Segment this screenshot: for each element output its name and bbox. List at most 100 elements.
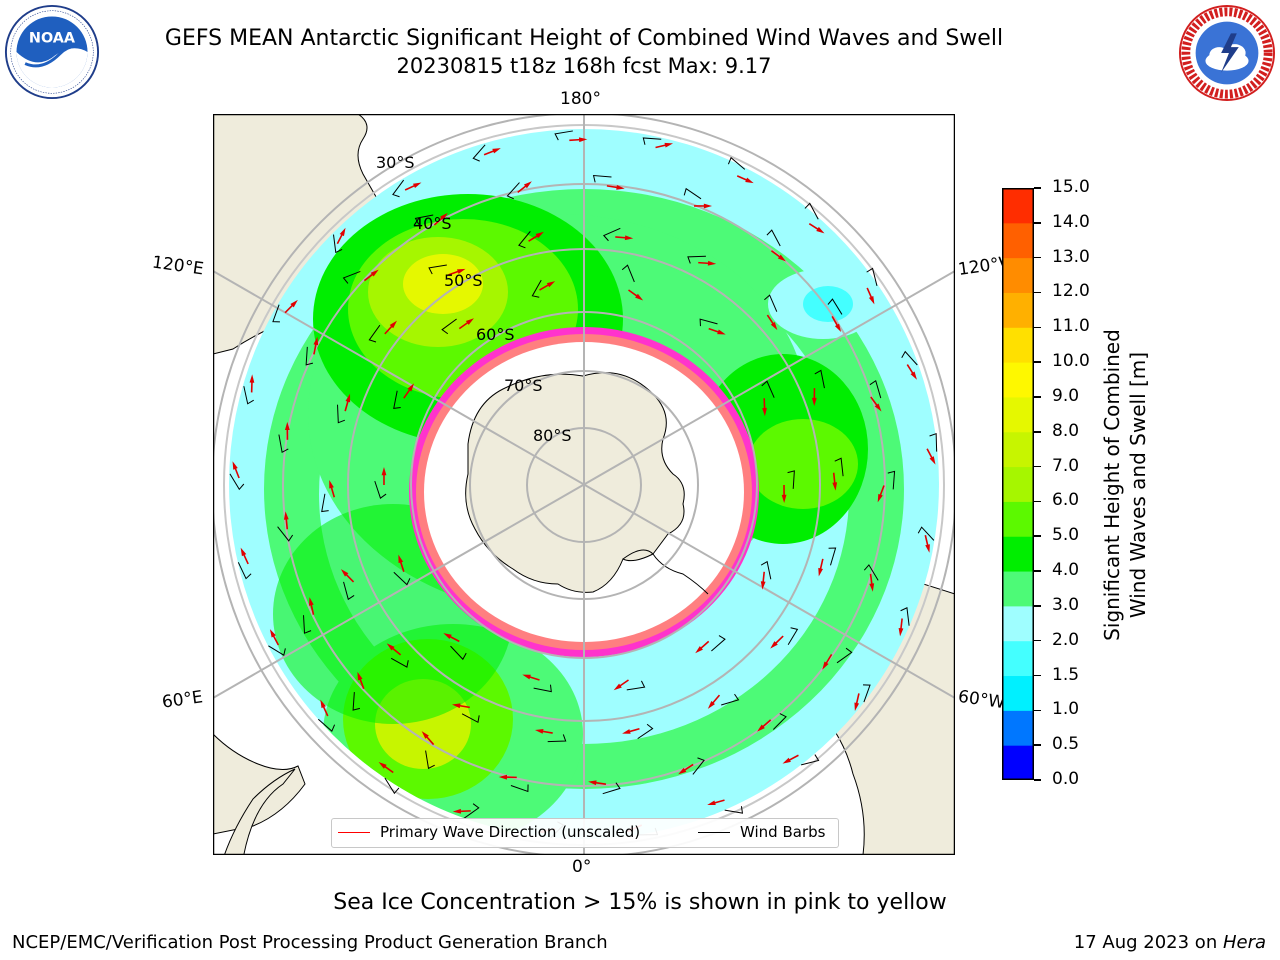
colorbar-tick-label: 7.0 [1052, 455, 1080, 476]
wave-arrow-head [386, 643, 395, 651]
colorbar-tick [1034, 326, 1041, 329]
wind-barb [393, 390, 401, 409]
wave-arrow-head [232, 461, 238, 470]
wind-barb [787, 627, 799, 646]
wind-barb [533, 684, 552, 693]
nws-logo [1178, 4, 1276, 102]
wave-arrow-head [290, 299, 298, 308]
wave-arrow-head [389, 320, 397, 329]
colorbar-tick [1034, 605, 1041, 607]
wind-barb [787, 470, 795, 489]
wave-arrow-head [869, 583, 875, 592]
wave-arrow-head [452, 808, 462, 814]
wind-barb [317, 718, 336, 732]
legend-barb-line [698, 832, 730, 833]
wind-barb [900, 607, 910, 626]
wave-arrow-head [452, 703, 461, 709]
wave-arrow-head [854, 702, 860, 711]
colorbar-tick [1034, 500, 1041, 503]
wave-arrow-head [818, 567, 823, 577]
colorbar-tick-label: 14.0 [1052, 211, 1090, 232]
wave-arrow-head [695, 646, 703, 654]
wave-arrow-head [910, 371, 917, 380]
colorbar-tick-label: 6.0 [1052, 490, 1080, 511]
wave-arrow-head [717, 329, 726, 335]
colorbar-tick [1034, 222, 1041, 224]
wind-barb [277, 526, 294, 542]
wind-barb [414, 214, 434, 225]
wave-arrow-head [770, 641, 778, 649]
wind-barb [929, 432, 938, 452]
wave-arrow-head [345, 393, 351, 403]
wave-arrow-head [760, 581, 766, 590]
colorbar-tick [1034, 396, 1041, 398]
colorbar-segment [1002, 222, 1034, 259]
wave-arrow-head [522, 674, 531, 680]
colorbar-segment [1002, 536, 1034, 572]
wind-barb [724, 806, 744, 814]
wave-arrow-head [465, 318, 474, 325]
wave-arrow-head [284, 421, 290, 431]
wind-barb [342, 271, 361, 284]
wind-barb [887, 470, 896, 490]
wind-barb [463, 803, 480, 819]
legend-barb-label: Wind Barbs [740, 823, 826, 841]
wind-barb [441, 318, 457, 335]
wind-barb [761, 380, 775, 398]
colorbar-tick [1034, 361, 1041, 363]
colorbar-tick-label: 0.0 [1052, 769, 1080, 789]
wind-barb [727, 156, 746, 170]
colorbar-tick [1034, 256, 1041, 259]
wave-arrow-head [498, 774, 508, 780]
wave-arrow-head [370, 269, 379, 277]
wave-arrow-head [412, 182, 422, 189]
wave-arrow-head [398, 554, 404, 564]
wind-barb [866, 267, 878, 286]
wave-arrow-head [535, 231, 544, 239]
wind-barb [506, 182, 520, 200]
wind-barb [834, 457, 844, 477]
lat-label-70s: 70°S [504, 376, 543, 395]
colorbar-tick [1034, 431, 1041, 433]
wave-arrow-head [707, 701, 715, 709]
wind-barb [621, 264, 635, 283]
colorbar-tick [1034, 779, 1041, 781]
wave-arrow-head [781, 494, 787, 503]
wind-barb [243, 386, 254, 405]
wave-arrow-head [616, 185, 625, 190]
wind-barb [303, 615, 312, 634]
graticule [213, 114, 955, 855]
lon-label-0: 0° [572, 857, 592, 877]
wind-barb [764, 294, 778, 312]
colorbar-tick-label: 10.0 [1052, 351, 1090, 372]
wave-arrow-head [283, 511, 289, 520]
polar-map [213, 114, 955, 855]
wind-barb [305, 346, 314, 366]
wave-arrow-head [777, 254, 786, 262]
wind-barb [642, 137, 662, 145]
wind-barb [374, 480, 387, 500]
wave-arrow-head [707, 260, 717, 266]
colorbar-segment [1002, 257, 1034, 293]
wave-arrow-head [874, 403, 882, 412]
wind-barb [592, 174, 612, 183]
colorbar-segment [1002, 466, 1034, 502]
wave-arrow-head [339, 227, 346, 237]
colorbar-label-line2: Wind Waves and Swell [m] [1126, 351, 1150, 619]
wave-arrow-head [440, 212, 448, 221]
footer-credit: NCEP/EMC/Verification Post Processing Pr… [12, 932, 608, 953]
wind-barb [278, 434, 289, 454]
wave-arrow-head [678, 767, 687, 775]
colorbar-tick [1034, 674, 1041, 677]
colorbar [1002, 188, 1034, 780]
wave-arrow-head [782, 757, 791, 764]
wave-arrow-head [381, 467, 387, 476]
wind-barb [547, 734, 567, 743]
lon-label-120e: 120°E [150, 252, 205, 280]
colorbar-tick-label: 12.0 [1052, 281, 1090, 302]
chart-title: GEFS MEAN Antarctic Significant Height o… [164, 26, 1004, 51]
wind-barb [760, 560, 772, 580]
colorbar-tick [1034, 744, 1041, 746]
wind-barb [827, 298, 843, 315]
colorbar-tick [1034, 465, 1041, 468]
